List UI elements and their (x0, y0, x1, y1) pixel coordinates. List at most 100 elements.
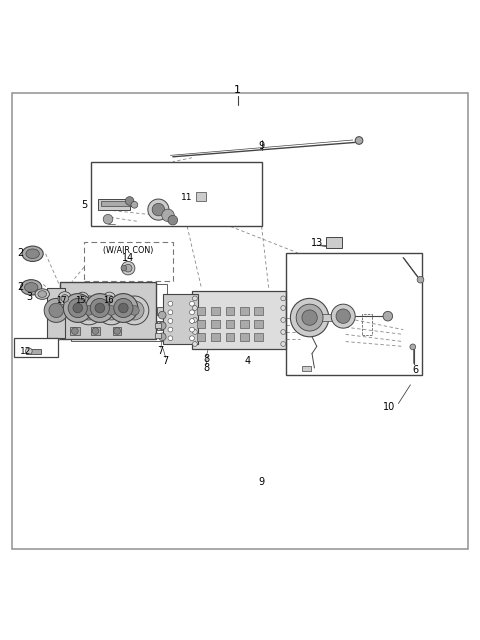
Bar (157, 307, 163, 315)
Circle shape (192, 296, 197, 301)
Ellipse shape (24, 283, 38, 292)
Bar (226, 320, 234, 328)
Bar (254, 307, 263, 315)
Bar (155, 333, 161, 338)
Text: 10: 10 (383, 403, 395, 412)
Circle shape (61, 294, 69, 302)
Text: 11: 11 (181, 193, 193, 202)
Circle shape (74, 296, 103, 324)
Circle shape (190, 336, 194, 340)
Circle shape (109, 294, 138, 323)
Text: (W/AIR CON): (W/AIR CON) (103, 246, 153, 255)
Circle shape (383, 311, 393, 321)
Text: 7: 7 (162, 356, 169, 366)
Circle shape (168, 336, 173, 340)
Bar (362, 314, 372, 335)
Bar (326, 237, 342, 248)
Circle shape (84, 305, 94, 316)
Text: 1: 1 (234, 84, 241, 95)
Circle shape (49, 303, 63, 317)
Circle shape (131, 202, 138, 208)
Bar (211, 333, 220, 340)
Text: 17: 17 (56, 296, 67, 305)
Bar (91, 326, 100, 335)
Text: 15: 15 (75, 296, 86, 305)
Bar (60, 282, 156, 339)
Circle shape (190, 319, 194, 323)
Circle shape (410, 344, 416, 349)
Circle shape (72, 328, 78, 334)
Circle shape (130, 305, 139, 316)
Bar (302, 365, 311, 371)
Bar (157, 321, 163, 330)
Circle shape (107, 305, 116, 316)
Bar (71, 284, 167, 341)
Bar (317, 314, 334, 321)
Circle shape (192, 317, 197, 323)
Bar (211, 307, 220, 315)
Circle shape (158, 322, 166, 330)
Circle shape (281, 306, 286, 310)
Circle shape (63, 294, 92, 323)
Bar (113, 326, 121, 335)
Circle shape (168, 310, 173, 315)
Circle shape (190, 327, 194, 332)
Bar (254, 333, 263, 340)
Circle shape (119, 303, 128, 313)
Bar (163, 294, 198, 344)
Circle shape (120, 296, 149, 324)
Circle shape (106, 295, 113, 301)
Text: 3: 3 (26, 292, 33, 303)
Circle shape (148, 199, 169, 220)
Text: 8: 8 (204, 363, 209, 373)
Circle shape (290, 298, 329, 337)
Circle shape (296, 304, 323, 331)
Circle shape (68, 298, 87, 317)
Text: 2: 2 (17, 282, 23, 292)
Circle shape (25, 348, 32, 355)
Circle shape (336, 309, 350, 323)
Text: 2: 2 (17, 248, 23, 258)
Bar (254, 320, 263, 328)
Text: 7: 7 (157, 346, 164, 356)
Circle shape (190, 310, 194, 315)
Circle shape (102, 301, 121, 320)
Circle shape (162, 209, 174, 221)
Bar (197, 307, 205, 315)
Bar (192, 291, 286, 349)
Bar (196, 192, 206, 201)
Circle shape (125, 196, 134, 205)
Circle shape (168, 215, 178, 225)
Circle shape (281, 296, 286, 301)
Circle shape (121, 261, 135, 275)
Text: 6: 6 (412, 365, 418, 376)
Circle shape (114, 298, 133, 317)
Circle shape (417, 276, 424, 283)
Circle shape (124, 264, 132, 272)
Circle shape (76, 292, 89, 305)
Circle shape (90, 298, 109, 317)
Circle shape (168, 327, 173, 332)
Text: 13: 13 (311, 238, 323, 248)
Bar (240, 307, 249, 315)
Bar (197, 333, 205, 340)
Text: 4: 4 (244, 356, 250, 366)
Bar (98, 199, 130, 210)
Text: 8: 8 (204, 355, 209, 364)
Circle shape (73, 303, 83, 313)
Circle shape (103, 214, 113, 224)
Ellipse shape (21, 280, 42, 295)
Circle shape (58, 292, 72, 305)
Bar (240, 320, 249, 328)
Ellipse shape (35, 289, 49, 300)
Bar (47, 288, 65, 338)
Bar (226, 333, 234, 340)
Circle shape (152, 204, 165, 216)
Circle shape (158, 333, 166, 340)
Circle shape (281, 342, 286, 346)
Circle shape (97, 296, 126, 324)
Bar (286, 253, 422, 375)
Circle shape (168, 301, 173, 306)
Bar (197, 320, 205, 328)
Circle shape (103, 292, 116, 305)
